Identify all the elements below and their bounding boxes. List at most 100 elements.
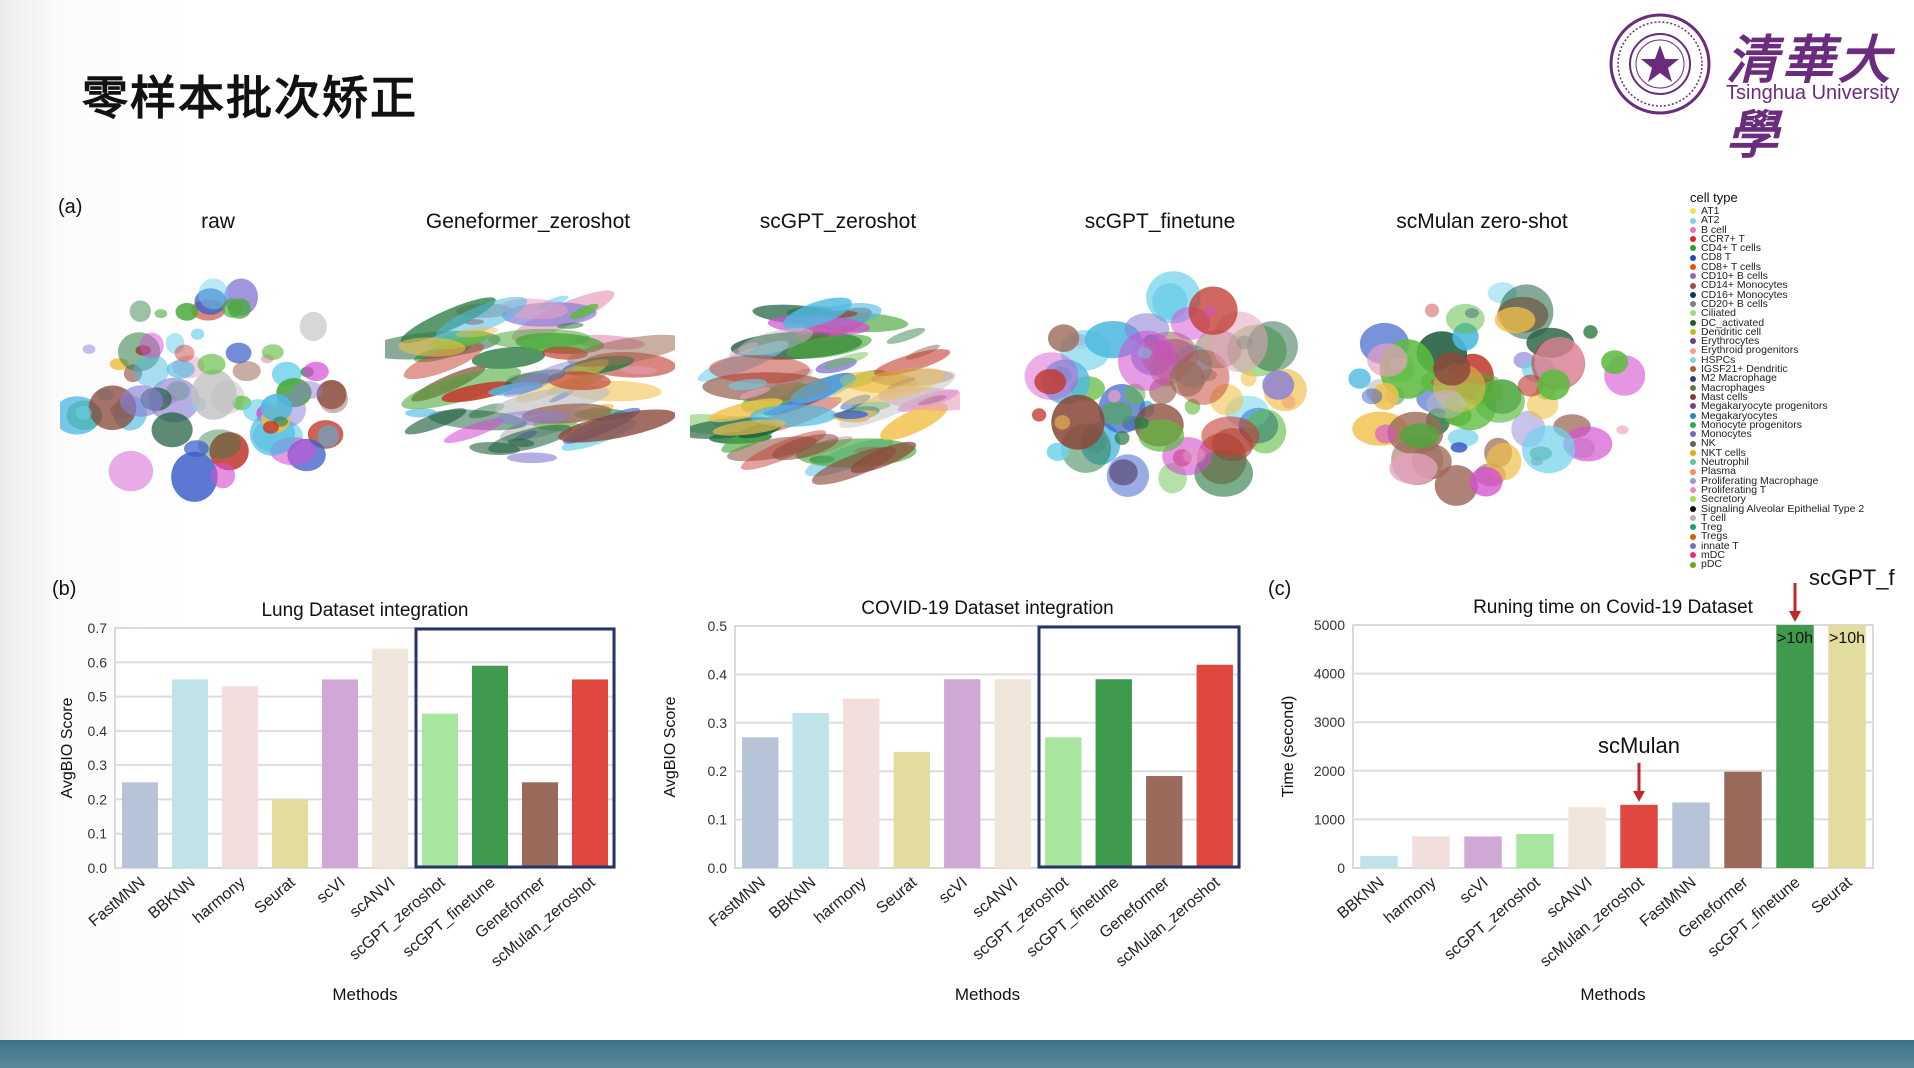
y-tick-label: 0.1 (88, 826, 108, 842)
x-tick-label: FastMNN (86, 874, 149, 930)
legend-label: NK (1701, 437, 1716, 450)
umap-cell-cluster (1134, 416, 1149, 429)
legend-color-dot (1690, 412, 1696, 419)
umap-cell-cluster (404, 408, 467, 435)
umap-cell-cluster (1108, 390, 1121, 403)
x-axis-label: Methods (1580, 985, 1645, 1004)
y-tick-label: 1000 (1314, 811, 1345, 827)
bar-value-label: >10h (1829, 630, 1865, 647)
umap-cell-cluster (441, 381, 515, 403)
umap-cell-cluster (1138, 347, 1152, 359)
legend-label: innate T (1701, 539, 1739, 552)
umap-cell-cluster (620, 366, 658, 375)
y-tick-label: 0.3 (88, 757, 108, 773)
lung-integration-chart: 0.00.10.20.30.40.50.60.7FastMNNBBKNNharm… (59, 600, 616, 1004)
legend-color-dot (1690, 236, 1696, 243)
umap-cell-cluster (317, 425, 340, 448)
highlight-box (414, 627, 616, 869)
legend-item: CD10+ B cells (1690, 271, 1910, 281)
legend-label: Tregs (1701, 530, 1728, 543)
x-tick-label: harmony (190, 874, 249, 927)
legend-label: Dendritic cell (1701, 325, 1762, 338)
logo-english-text: Tsinghua University (1726, 82, 1900, 104)
umap-cell-cluster (299, 311, 327, 342)
y-tick-label: 4000 (1314, 666, 1345, 682)
legend-color-dot (1690, 468, 1696, 475)
legend-label: Proliferating Macrophage (1701, 474, 1819, 487)
umap-cell-cluster (1426, 389, 1466, 419)
umap-cell-cluster (174, 344, 195, 362)
legend-label: Erythroid progenitors (1701, 344, 1799, 357)
legend-label: mDC (1701, 548, 1725, 561)
panel-a-label: (a) (58, 196, 83, 218)
umap-cell-cluster (1169, 361, 1205, 397)
umap-cell-cluster (507, 438, 535, 448)
legend-color-dot (1690, 561, 1696, 568)
legend-label: T cell (1701, 511, 1726, 524)
umap-cell-cluster (1262, 370, 1295, 400)
umap-cell-cluster (262, 420, 279, 434)
umap-cell-cluster (507, 452, 557, 464)
umap-cell-cluster (398, 337, 466, 357)
x-tick-label: scGPT_zeroshot (1441, 874, 1544, 964)
cell-type-legend: cell type AT1 AT2 B cell CCR7+ T CD4+ T cell… (1690, 190, 1910, 570)
legend-color-dot (1690, 273, 1696, 280)
x-tick-label: scVI (1457, 874, 1492, 907)
umap-cell-cluster (880, 402, 948, 441)
bar (994, 679, 1031, 868)
umap-cell-cluster (443, 418, 505, 444)
legend-label: Macrophages (1701, 381, 1765, 394)
bar (1672, 802, 1710, 868)
umap-cell-cluster (260, 393, 293, 422)
legend-color-dot (1690, 477, 1696, 484)
legend-color-dot (1690, 440, 1696, 447)
y-tick-label: 0 (1337, 860, 1345, 876)
umap-cell-cluster (165, 333, 185, 354)
y-tick-label: 3000 (1314, 714, 1345, 730)
umap-cell-cluster (198, 278, 229, 310)
bar (1568, 807, 1606, 868)
y-tick-label: 0.5 (88, 689, 108, 705)
umap-cell-cluster (1048, 324, 1080, 352)
umap-cell-cluster (82, 344, 96, 354)
umap-cell-cluster (708, 398, 783, 423)
legend-color-dot (1690, 542, 1696, 549)
y-tick-label: 0.2 (708, 763, 728, 779)
legend-color-dot (1690, 524, 1696, 531)
umap-cell-cluster (558, 409, 675, 443)
legend-label: HSPCs (1701, 353, 1736, 366)
umap-cell-cluster (191, 369, 237, 420)
legend-item: HSPCs (1690, 353, 1910, 366)
umap-cell-cluster (790, 374, 856, 404)
umap-cell-cluster (1537, 369, 1570, 401)
legend-label: Treg (1701, 521, 1723, 534)
y-tick-label: 0.0 (708, 860, 728, 876)
legend-item: Ciliated (1690, 308, 1910, 319)
umap-cell-cluster (1447, 428, 1479, 447)
umap-cell-cluster (1046, 442, 1070, 461)
umap-cell-cluster (191, 328, 205, 340)
legend-label: Monocyte progenitors (1701, 418, 1802, 431)
umap-cell-cluster (1389, 453, 1438, 484)
umap-cell-cluster (832, 367, 945, 405)
legend-color-dot (1690, 487, 1696, 494)
x-tick-label: harmony (1381, 874, 1440, 927)
umap-cell-cluster (1240, 369, 1257, 387)
umap-cell-cluster (318, 385, 348, 414)
bar (1828, 625, 1866, 868)
umap-plot-scgpt-zeroshot (690, 297, 960, 485)
legend-label: CCR7+ T (1701, 232, 1745, 245)
umap-cell-cluster (1563, 426, 1613, 462)
x-tick-label: scGPT_finetune (400, 874, 499, 961)
umap-cell-cluster (877, 386, 960, 411)
y-axis-label: Time (second) (1280, 696, 1297, 798)
x-tick-label: scGPT_finetune (1024, 874, 1123, 961)
umap-cell-cluster (886, 327, 926, 344)
umap-cell-cluster (1114, 431, 1130, 445)
legend-color-dot (1690, 301, 1696, 308)
legend-color-dot (1690, 356, 1696, 363)
umap-cell-cluster (823, 352, 869, 370)
umap-cell-cluster (197, 429, 242, 459)
legend-item: Mast cells (1690, 392, 1910, 402)
legend-item: Monocyte progenitors (1690, 418, 1910, 431)
